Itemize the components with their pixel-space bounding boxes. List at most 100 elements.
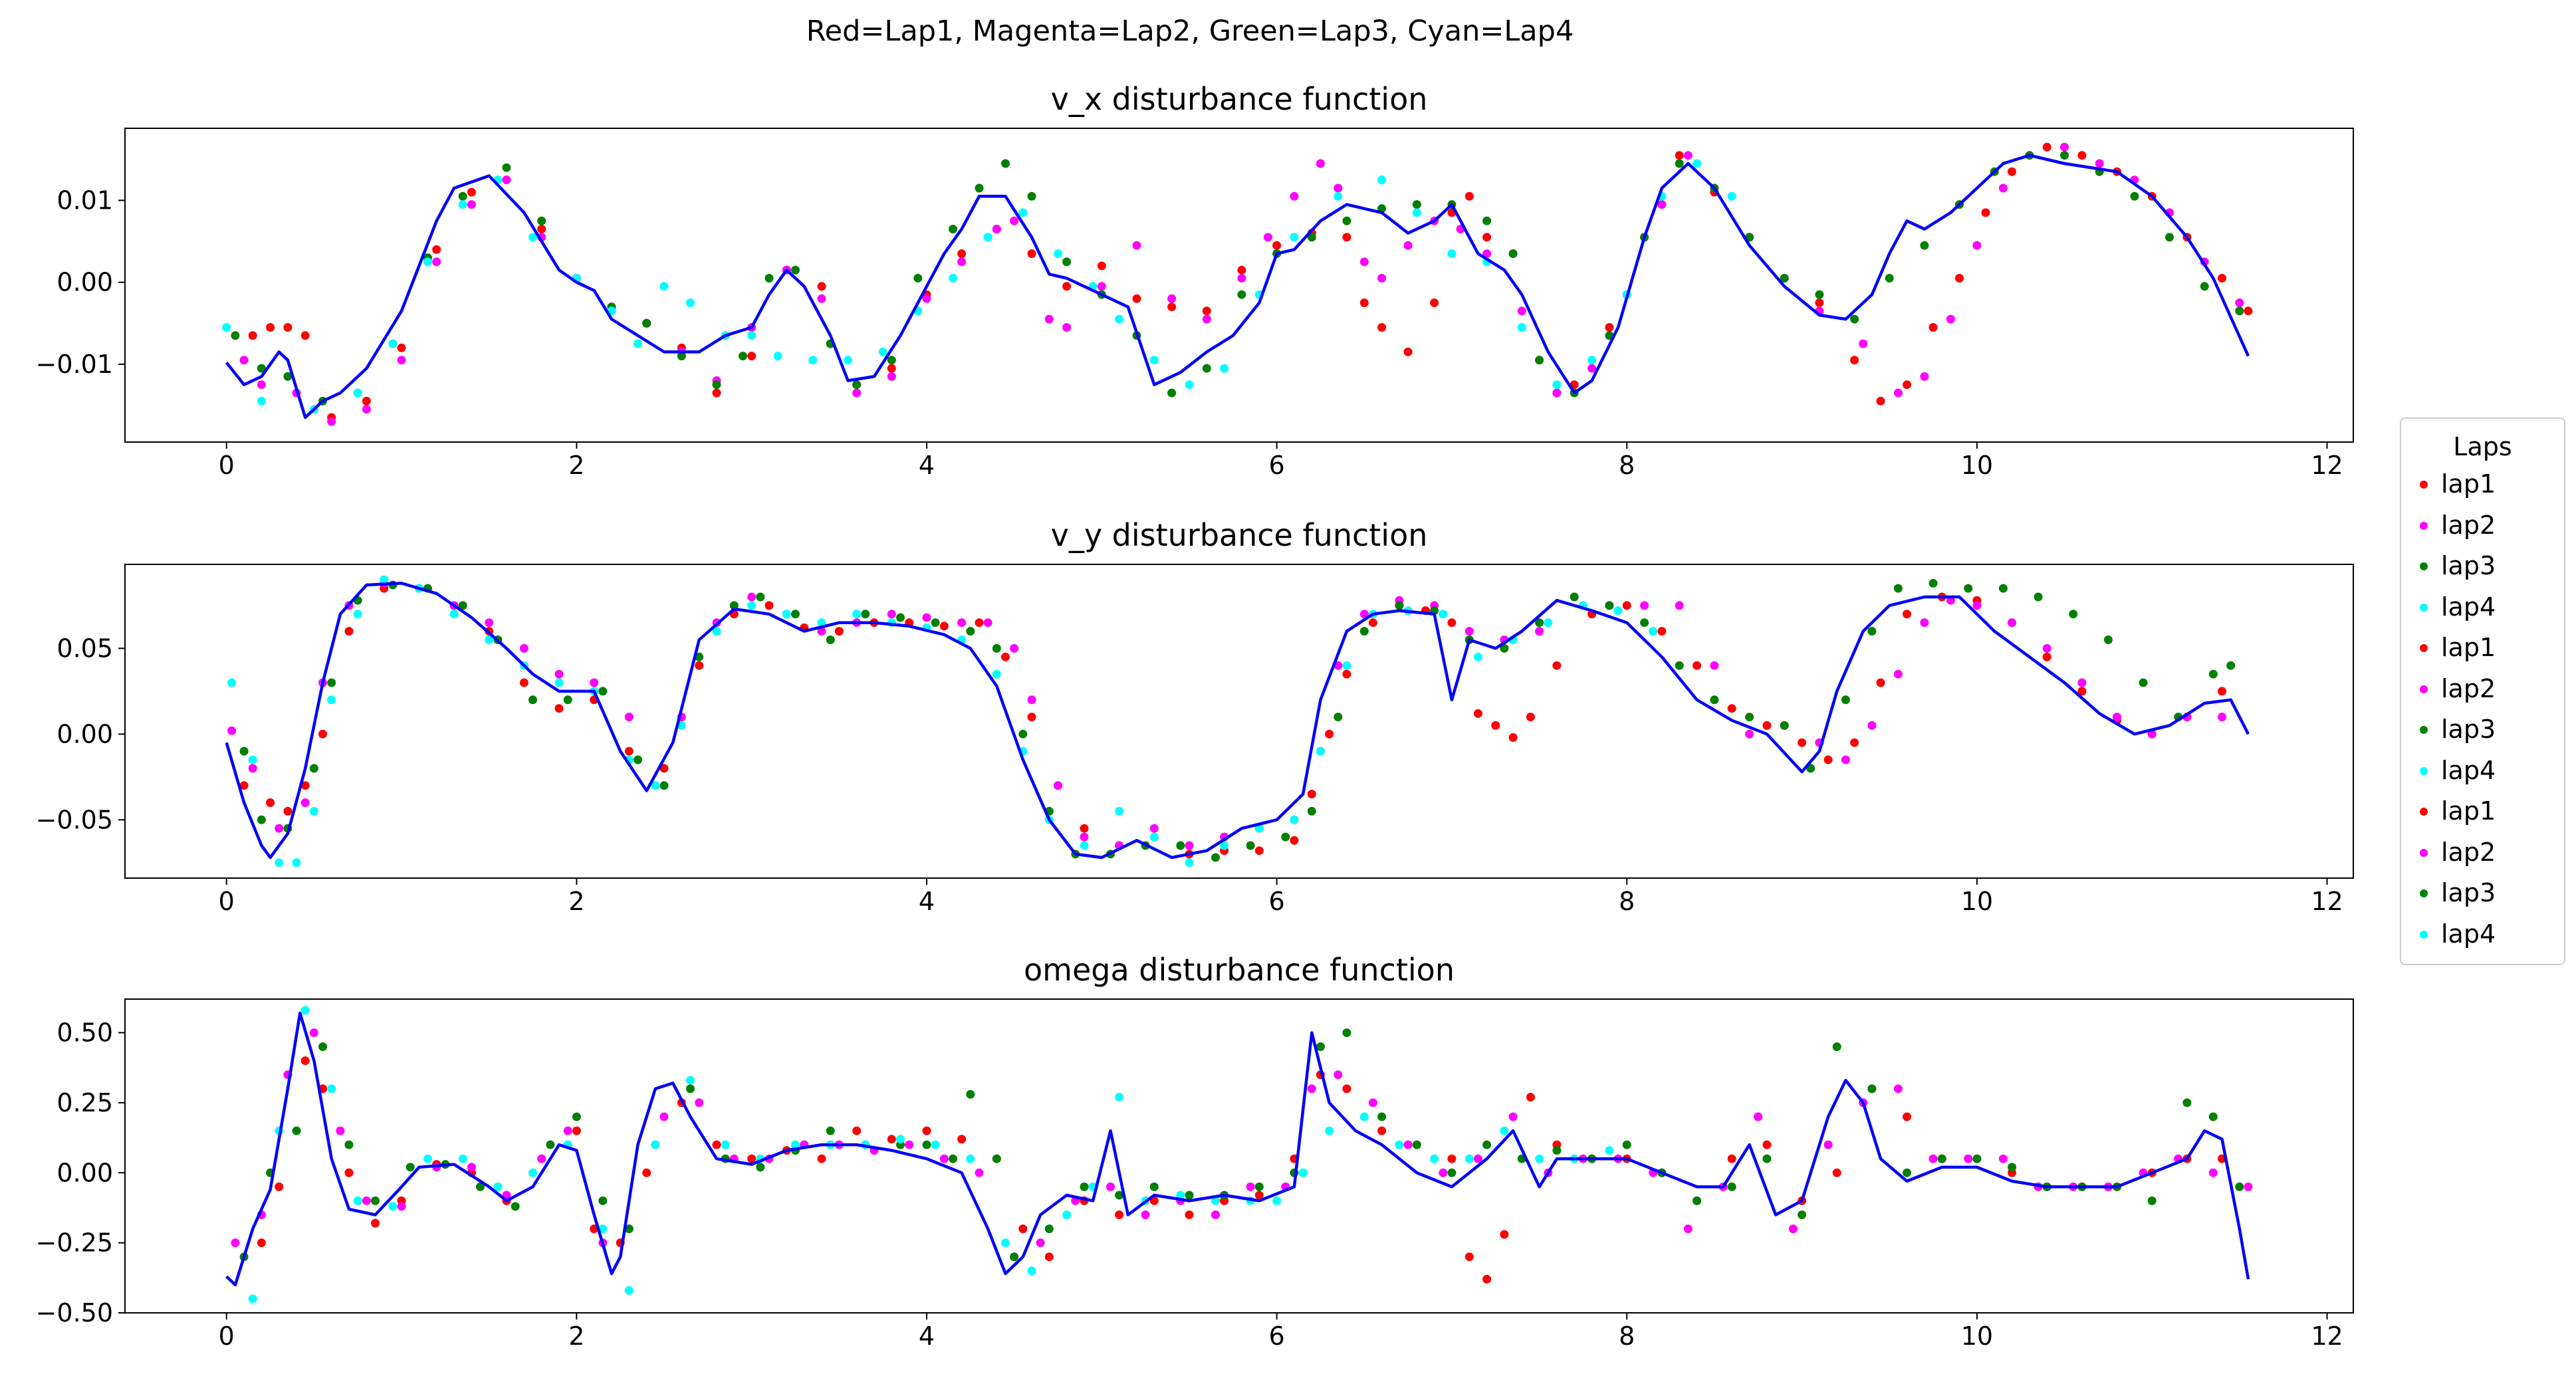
omega-lap1-point <box>1377 1126 1387 1135</box>
vy-lap3-point <box>826 635 835 644</box>
vy-lap1-point <box>2042 652 2051 661</box>
omega-lap4-point <box>1115 1093 1124 1101</box>
vy-lap2-point <box>275 824 284 833</box>
legend-marker <box>2420 521 2428 530</box>
vy-lap1-point <box>1307 790 1316 799</box>
vx-lap2-point <box>257 380 266 390</box>
omega-lap3-point <box>1412 1140 1421 1149</box>
vx-lap2-point <box>1377 274 1387 283</box>
omega-lap2-point <box>1246 1182 1255 1191</box>
omega-lap3-point <box>1377 1112 1387 1121</box>
vy-lap1-point <box>695 661 704 670</box>
omega-lap3-point <box>1447 1168 1457 1177</box>
vy-lap2-point <box>1841 755 1850 764</box>
omega-lap3-point <box>686 1084 695 1093</box>
vx-lap2-point <box>1552 388 1562 398</box>
legend-entry-lap1: lap1 <box>2420 633 2496 662</box>
vy-lap1-point <box>939 622 949 631</box>
vx-lap4-point <box>423 257 432 267</box>
vx-lap3-point <box>1202 364 1211 373</box>
omega-lap3-point <box>1316 1042 1325 1052</box>
vy-lap4-point <box>1290 815 1299 824</box>
vx-lap4-point <box>1054 249 1062 259</box>
vx-lap3-point <box>712 380 721 390</box>
vy-lap3-point <box>1964 584 1973 593</box>
omega-lap1-point <box>1115 1210 1124 1219</box>
vx-lap1-point <box>537 225 546 234</box>
vy-lap4-point <box>353 610 362 619</box>
vx-lap2-point <box>1587 364 1597 373</box>
vy-lap3-point <box>458 601 467 610</box>
omega-lap3-point <box>344 1140 354 1149</box>
vx-lap1-point <box>1903 380 1911 390</box>
omega-lap2-point <box>659 1112 669 1121</box>
vy-lap3-point <box>791 610 800 619</box>
omega-lap2-point <box>467 1163 476 1172</box>
vx-lap4-point <box>1149 356 1159 365</box>
vx-lap1-point <box>1097 261 1106 271</box>
vx-chart-title: v_x disturbance function <box>1050 81 1428 117</box>
omega-lap2-point <box>336 1126 345 1135</box>
vy-lap3-point <box>659 781 669 790</box>
vx-lap3-point <box>2060 151 2069 160</box>
vx-lap3-point <box>537 216 546 225</box>
omega-series-lap2 <box>231 1028 2253 1262</box>
vx-lap1-point <box>1237 265 1246 275</box>
vy-lap4-point <box>1316 746 1325 756</box>
vx-lap3-point <box>1885 274 1894 283</box>
vx-lap4-point <box>1693 159 1702 168</box>
vx-lap3-point <box>1535 356 1544 365</box>
vy-lap3-point <box>239 746 249 756</box>
vx-lap2-point <box>1334 183 1343 193</box>
omega-ytick-label: 0.25 <box>57 1088 113 1117</box>
omega-lap3-point <box>406 1163 415 1172</box>
omega-lap4-point <box>1325 1126 1334 1135</box>
legend-label: lap3 <box>2441 715 2496 744</box>
vx-lap4-point <box>1185 380 1194 390</box>
omega-lap2-point <box>1141 1210 1150 1219</box>
vy-lap4-point <box>852 610 862 619</box>
vx-lap1-point <box>1377 323 1387 332</box>
omega-lap3-point <box>476 1182 485 1191</box>
omega-series-lap3 <box>239 1028 2244 1262</box>
vy-xtick-label: 6 <box>1269 887 1285 916</box>
omega-lap1-point <box>1832 1168 1841 1177</box>
vy-lap1-point <box>1080 824 1089 833</box>
vx-lap1-point <box>2042 142 2051 152</box>
legend-label: lap2 <box>2441 673 2496 703</box>
omega-lap2-point <box>1508 1112 1518 1121</box>
vx-fit-line <box>225 154 2250 419</box>
vy-lap3-point <box>896 613 905 622</box>
legend-marker <box>2420 562 2428 570</box>
vy-lap4-point <box>817 618 826 628</box>
vy-lap1-point <box>1325 729 1334 739</box>
legend-label: lap4 <box>2441 592 2496 622</box>
vx-lap3-point <box>791 265 800 275</box>
vx-lap1-point <box>1430 298 1439 307</box>
vx-ytick-label: −0.01 <box>36 350 113 379</box>
vy-lap3-point <box>1841 695 1850 705</box>
vx-lap2-point <box>327 417 336 426</box>
vx-lap4-point <box>257 396 266 405</box>
vy-lap4-point <box>1613 606 1623 616</box>
vx-lap4-point <box>844 356 852 365</box>
omega-lap2-point <box>1964 1154 1973 1163</box>
vx-lap2-point <box>362 405 371 414</box>
omega-lap1-point <box>1727 1154 1736 1163</box>
vx-lap1-point <box>747 352 757 361</box>
vy-lap3-point <box>1605 601 1614 610</box>
vx-lap3-point <box>1307 233 1316 242</box>
vx-lap2-point <box>502 175 511 185</box>
omega-lap2-point <box>1036 1238 1045 1248</box>
omega-lap3-point <box>2182 1098 2192 1107</box>
omega-lap4-point <box>1430 1154 1439 1163</box>
omega-lap3-point <box>1115 1191 1124 1200</box>
vx-lap3-point <box>852 380 862 390</box>
omega-series-lap4 <box>248 1006 1614 1304</box>
vx-lap1-point <box>362 396 371 405</box>
omega-lap2-point <box>1439 1168 1448 1177</box>
omega-lap4-point <box>1535 1154 1544 1163</box>
omega-lap1-point <box>887 1135 896 1144</box>
omega-lap3-point <box>1254 1182 1264 1191</box>
omega-lap3-point <box>1903 1168 1911 1177</box>
